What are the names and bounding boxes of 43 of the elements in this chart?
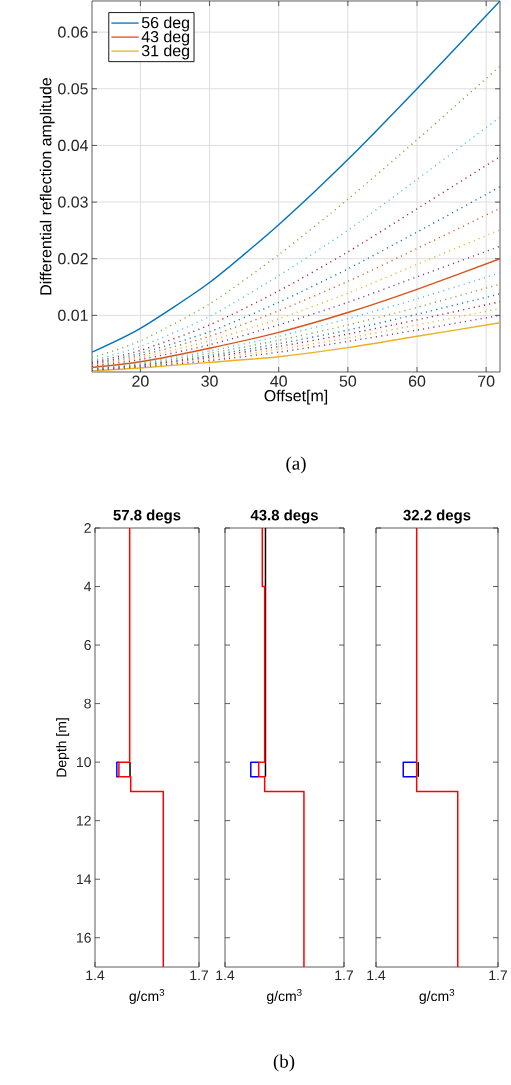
y-axis-title: Depth [m] (56, 718, 70, 777)
chart-title: 32.2 degs (403, 509, 471, 524)
y-tick-label: 0.01 (58, 309, 88, 321)
legend-label: 56 deg (141, 16, 189, 32)
x-tick-label: 50 (339, 375, 357, 387)
x-tick-label: 1.4 (216, 970, 235, 981)
x-axis-title: Offset[m] (264, 389, 328, 405)
y-tick-label: 2 (84, 523, 91, 533)
chart-title: 43.8 degs (250, 509, 318, 524)
y-axis-title: Differential reflection amplitude (39, 77, 55, 295)
x-tick-label: 1.7 (489, 970, 508, 981)
x-axis-title: g/cm$^{3}$ (129, 988, 165, 1004)
x-tick-label: 70 (478, 375, 495, 387)
text: (a) (286, 456, 306, 474)
x-tick-label: 60 (408, 375, 426, 387)
y-tick-label: 0.06 (58, 26, 88, 38)
y-tick-label: 0.05 (58, 83, 88, 95)
y-tick-label: 10 (77, 757, 91, 768)
y-tick-label: 4 (84, 581, 92, 592)
x-tick-label: 40 (270, 375, 287, 387)
y-tick-label: 16 (77, 932, 91, 943)
x-tick-label: 1.4 (367, 970, 386, 981)
y-tick-label: 14 (77, 874, 92, 884)
x-axis-title: g/cm$^{3}$ (267, 988, 302, 1004)
legend-label: 43 deg (141, 30, 189, 46)
y-tick-label: 12 (77, 815, 91, 826)
x-tick-label: 30 (201, 375, 218, 387)
y-tick-label: 0.02 (58, 253, 88, 265)
line-series (118, 528, 165, 967)
y-tick-label: 0.04 (58, 139, 88, 152)
chart-title: 57.8 degs (113, 509, 181, 524)
legend-label: 31 deg (141, 44, 189, 60)
y-tick-label: 8 (84, 698, 91, 709)
y-tick-label: 0.03 (58, 196, 88, 208)
line-series (92, 116, 500, 362)
y-tick-label: 6 (84, 640, 91, 651)
x-axis-title: g/cm$^{3}$ (419, 988, 455, 1004)
text: (b) (273, 1054, 295, 1072)
x-tick-label: 20 (132, 375, 149, 387)
x-tick-label: 1.4 (86, 970, 105, 981)
line-series (92, 0, 500, 353)
x-tick-label: 1.7 (190, 970, 208, 981)
x-tick-label: 1.7 (335, 970, 353, 981)
